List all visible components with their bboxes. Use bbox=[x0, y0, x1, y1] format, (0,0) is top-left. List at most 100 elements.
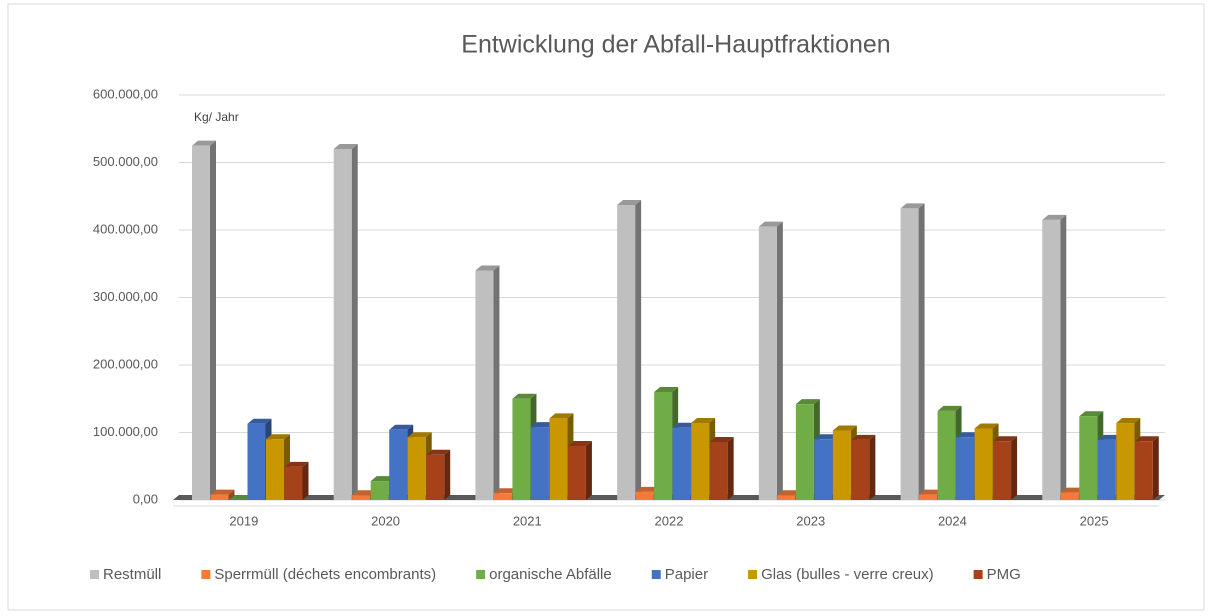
bar-top bbox=[777, 490, 802, 496]
bar bbox=[475, 270, 494, 500]
bar bbox=[691, 423, 710, 500]
bar bbox=[284, 466, 303, 500]
legend-swatch bbox=[201, 570, 211, 579]
bar-side bbox=[1060, 214, 1067, 500]
bar-top bbox=[654, 387, 679, 392]
bar-top bbox=[974, 423, 999, 429]
bar-side bbox=[493, 265, 500, 500]
bar-top bbox=[426, 449, 451, 455]
bar bbox=[333, 149, 352, 500]
bar bbox=[974, 428, 993, 500]
legend-swatch bbox=[748, 570, 758, 579]
bar-side bbox=[1011, 436, 1018, 500]
bar-top bbox=[956, 432, 981, 438]
x-tick-label: 2022 bbox=[655, 513, 684, 528]
bar-top bbox=[567, 441, 592, 446]
bar bbox=[956, 437, 975, 500]
bar-top bbox=[229, 495, 253, 500]
bar bbox=[512, 398, 531, 500]
bar-top bbox=[192, 140, 216, 146]
bar-side bbox=[210, 140, 216, 500]
legend-label: organische Abfälle bbox=[489, 566, 612, 583]
bar-side bbox=[302, 461, 309, 500]
bar-top bbox=[1060, 487, 1085, 493]
bar bbox=[389, 429, 408, 500]
bar bbox=[900, 208, 919, 500]
bar-top bbox=[1097, 434, 1122, 440]
bar bbox=[549, 418, 568, 500]
bar bbox=[709, 441, 728, 500]
legend-swatch bbox=[90, 570, 99, 579]
bar-side bbox=[727, 436, 734, 500]
bar-side bbox=[918, 203, 925, 500]
bar-side bbox=[1152, 436, 1159, 500]
bar bbox=[919, 494, 938, 500]
legend-label: Glas (bulles - verre creux) bbox=[761, 566, 934, 583]
bar bbox=[617, 205, 636, 500]
bar-top bbox=[635, 486, 660, 492]
bar bbox=[210, 494, 229, 500]
bar-top bbox=[247, 418, 272, 424]
bar bbox=[247, 423, 266, 500]
bar-top bbox=[672, 422, 697, 428]
bar-top bbox=[709, 436, 734, 442]
bar bbox=[814, 439, 833, 500]
bar-top bbox=[1042, 214, 1067, 220]
bar-top bbox=[1116, 418, 1141, 424]
bar-top bbox=[475, 265, 500, 271]
bar-top bbox=[370, 476, 395, 482]
bar-top bbox=[832, 425, 857, 431]
bar-top bbox=[1079, 411, 1104, 417]
x-tick-label: 2023 bbox=[796, 513, 825, 528]
legend-swatch bbox=[973, 570, 983, 579]
bar bbox=[1042, 219, 1061, 500]
bar-side bbox=[869, 434, 876, 500]
bar-side bbox=[585, 441, 592, 500]
legend-label: PMG bbox=[987, 566, 1021, 583]
bar-top bbox=[937, 405, 962, 411]
y-tick-label: 400.000,00 bbox=[93, 221, 158, 236]
bar bbox=[567, 446, 586, 500]
bar bbox=[795, 404, 814, 500]
bar-top bbox=[795, 399, 820, 405]
bar-side bbox=[776, 221, 783, 500]
bar bbox=[1134, 441, 1153, 500]
bar bbox=[758, 226, 777, 500]
bar-top bbox=[758, 221, 783, 227]
bar-top bbox=[851, 434, 876, 440]
bar-top bbox=[284, 461, 309, 467]
bar-side bbox=[444, 449, 451, 500]
x-tick-label: 2024 bbox=[938, 513, 967, 528]
bar bbox=[352, 495, 371, 500]
bar bbox=[530, 427, 549, 500]
bar bbox=[672, 427, 691, 500]
bar-top bbox=[210, 489, 235, 495]
bar bbox=[777, 495, 796, 500]
bar bbox=[635, 491, 654, 500]
bar-top bbox=[691, 418, 716, 424]
bar-top bbox=[407, 432, 432, 438]
legend-label: Papier bbox=[665, 566, 708, 583]
y-tick-label: 300.000,00 bbox=[93, 289, 158, 304]
annotation: Kg/ Jahr bbox=[194, 110, 239, 124]
bar bbox=[1097, 439, 1116, 500]
y-tick-label: 200.000,00 bbox=[93, 356, 158, 371]
bar bbox=[1116, 423, 1135, 500]
bar-side bbox=[351, 144, 358, 500]
bar bbox=[370, 481, 389, 500]
bar bbox=[654, 392, 673, 500]
legend-label: Sperrmüll (déchets encombrants) bbox=[214, 566, 436, 583]
chart-title: Entwicklung der Abfall-Hauptfraktionen bbox=[461, 31, 890, 59]
bar bbox=[937, 410, 956, 500]
bar bbox=[266, 439, 284, 500]
bar bbox=[1079, 416, 1098, 500]
x-tick-label: 2021 bbox=[513, 513, 542, 528]
x-tick-label: 2020 bbox=[371, 513, 400, 528]
bar-top bbox=[993, 436, 1018, 442]
bar-top bbox=[919, 489, 944, 495]
bar-side bbox=[228, 489, 235, 500]
bar bbox=[192, 145, 210, 500]
bar-top bbox=[617, 200, 642, 206]
bar-top bbox=[493, 488, 518, 494]
